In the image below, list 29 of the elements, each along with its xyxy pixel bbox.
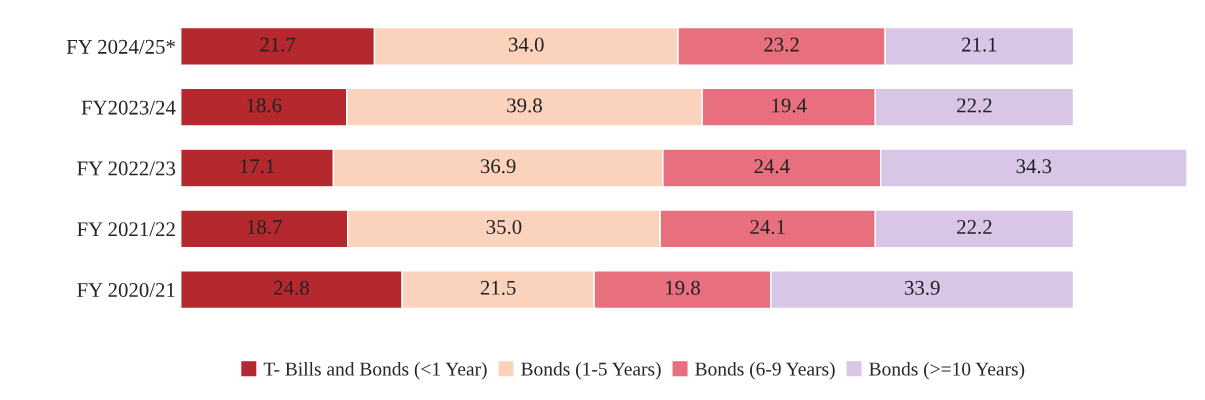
- legend-label: Bonds (6-9 Years): [695, 361, 835, 380]
- data-label: 21.1: [962, 37, 997, 52]
- data-label: 18.7: [247, 219, 282, 235]
- data-label: 21.5: [480, 280, 516, 295]
- data-label: 22.2: [957, 220, 992, 235]
- data-label: 34.0: [509, 37, 544, 52]
- legend-label: Bonds (1-5 Years): [521, 361, 661, 380]
- data-label: 22.2: [957, 98, 992, 113]
- legend-label: Bonds (>=10 Years): [869, 361, 1025, 380]
- data-label: 24.8: [274, 280, 309, 295]
- data-label: 33.9: [904, 280, 940, 295]
- data-label: 35.0: [486, 219, 522, 235]
- data-label: 39.8: [507, 98, 542, 113]
- y-tick-label: FY2023/24: [81, 100, 176, 115]
- y-tick-label: FY 2021/22: [77, 222, 175, 237]
- y-tick-label: FY 2020/21: [77, 282, 175, 298]
- data-label: 21.7: [260, 37, 296, 52]
- data-label: 24.1: [750, 220, 785, 235]
- data-label: 19.8: [666, 280, 700, 295]
- legend-label: T- Bills and Bonds (<1 Year): [263, 361, 487, 380]
- data-label: 18.6: [247, 98, 282, 113]
- y-tick-label: FY 2024/25*: [66, 39, 175, 54]
- data-label: 36.9: [480, 159, 516, 174]
- data-label: 23.2: [764, 37, 799, 52]
- data-label: 24.4: [754, 159, 790, 174]
- y-tick-label: FY 2022/23: [77, 161, 176, 176]
- data-label: 17.1: [240, 159, 275, 174]
- data-label: 34.3: [1016, 159, 1052, 174]
- data-label: 19.4: [772, 98, 807, 113]
